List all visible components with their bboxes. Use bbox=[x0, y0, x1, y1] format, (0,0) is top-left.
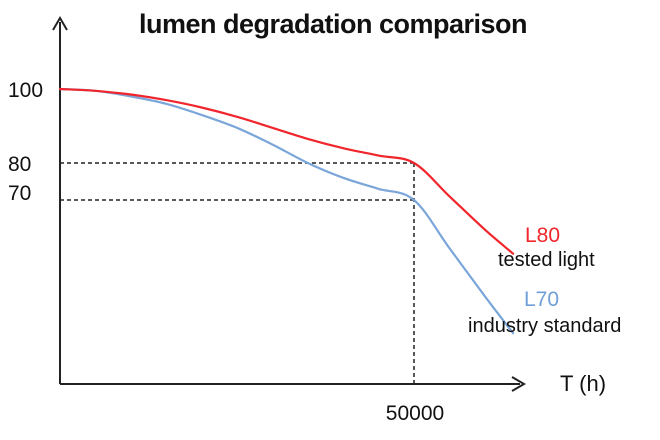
y-tick-label-70: 70 bbox=[8, 182, 31, 205]
series-desc-l70: industry standard bbox=[468, 315, 621, 337]
y-tick-label-80: 80 bbox=[8, 153, 31, 176]
x-tick-label-50000: 50000 bbox=[386, 402, 444, 425]
series-label-l80: L80 bbox=[525, 224, 560, 247]
reference-lines bbox=[60, 162, 415, 384]
x-axis-label: T (h) bbox=[560, 371, 606, 396]
series-lines bbox=[58, 87, 515, 335]
series-label-l70: L70 bbox=[524, 288, 559, 311]
series-desc-l80: tested light bbox=[498, 249, 595, 271]
series-line-l70 bbox=[58, 87, 515, 335]
chart-title: lumen degradation comparison bbox=[139, 9, 527, 39]
series-line-l80 bbox=[58, 87, 515, 255]
x-axis-arrow bbox=[511, 376, 526, 392]
y-axis-arrow bbox=[52, 16, 68, 31]
y-tick-label-100: 100 bbox=[8, 79, 43, 102]
